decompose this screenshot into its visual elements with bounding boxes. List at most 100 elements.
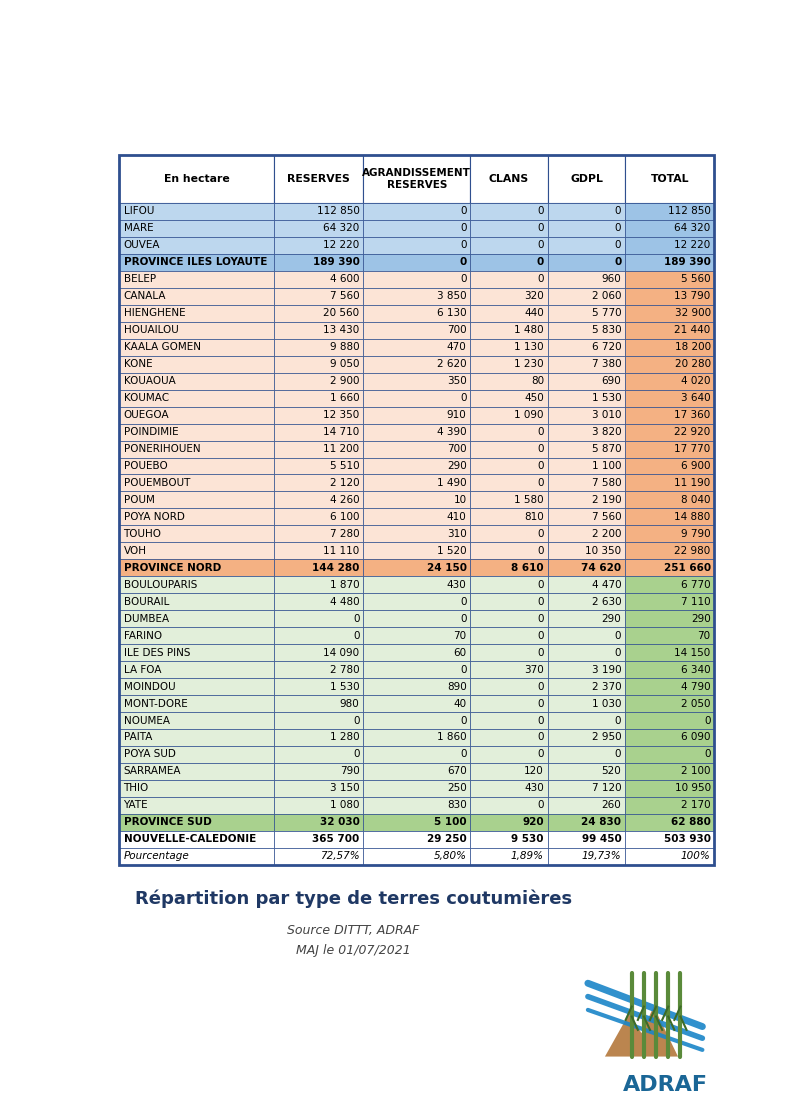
Text: 440: 440	[524, 308, 543, 318]
Text: SARRAMEA: SARRAMEA	[123, 767, 181, 777]
FancyBboxPatch shape	[547, 831, 624, 848]
FancyBboxPatch shape	[547, 729, 624, 745]
FancyBboxPatch shape	[119, 712, 273, 729]
FancyBboxPatch shape	[119, 220, 273, 237]
Text: 3 190: 3 190	[591, 664, 620, 674]
FancyBboxPatch shape	[119, 509, 273, 526]
Text: 74 620: 74 620	[581, 563, 620, 573]
Text: 1 100: 1 100	[591, 461, 620, 471]
FancyBboxPatch shape	[273, 814, 363, 831]
FancyBboxPatch shape	[363, 814, 470, 831]
Text: 14 710: 14 710	[323, 427, 359, 437]
FancyBboxPatch shape	[470, 288, 547, 304]
FancyBboxPatch shape	[273, 254, 363, 271]
Text: 2 620: 2 620	[436, 359, 466, 369]
Text: 0: 0	[537, 240, 543, 250]
Text: 1 530: 1 530	[329, 681, 359, 691]
FancyBboxPatch shape	[547, 339, 624, 356]
Text: 260: 260	[601, 800, 620, 810]
Text: 5 100: 5 100	[433, 818, 466, 828]
Text: 24 830: 24 830	[581, 818, 620, 828]
FancyBboxPatch shape	[273, 678, 363, 695]
FancyBboxPatch shape	[273, 848, 363, 864]
FancyBboxPatch shape	[363, 526, 470, 542]
FancyBboxPatch shape	[547, 254, 624, 271]
FancyBboxPatch shape	[624, 712, 714, 729]
FancyBboxPatch shape	[363, 644, 470, 661]
FancyBboxPatch shape	[624, 356, 714, 372]
Text: 189 390: 189 390	[312, 258, 359, 268]
Text: KOUMAC: KOUMAC	[123, 393, 169, 403]
FancyBboxPatch shape	[547, 237, 624, 254]
Text: DUMBEA: DUMBEA	[123, 613, 169, 623]
FancyBboxPatch shape	[470, 322, 547, 339]
FancyBboxPatch shape	[470, 814, 547, 831]
FancyBboxPatch shape	[273, 797, 363, 814]
FancyBboxPatch shape	[119, 339, 273, 356]
PathPatch shape	[604, 1007, 677, 1057]
Text: 20 560: 20 560	[323, 308, 359, 318]
FancyBboxPatch shape	[624, 154, 714, 203]
FancyBboxPatch shape	[273, 474, 363, 491]
Text: 8 610: 8 610	[511, 563, 543, 573]
FancyBboxPatch shape	[547, 407, 624, 423]
Text: PROVINCE SUD: PROVINCE SUD	[123, 818, 211, 828]
Text: 320: 320	[524, 291, 543, 301]
FancyBboxPatch shape	[119, 678, 273, 695]
FancyBboxPatch shape	[273, 237, 363, 254]
FancyBboxPatch shape	[273, 644, 363, 661]
Text: 0: 0	[460, 597, 466, 607]
FancyBboxPatch shape	[547, 288, 624, 304]
Text: 17 770: 17 770	[674, 444, 710, 454]
Text: 3 640: 3 640	[680, 393, 710, 403]
Text: 503 930: 503 930	[663, 834, 710, 844]
FancyBboxPatch shape	[273, 745, 363, 763]
FancyBboxPatch shape	[470, 745, 547, 763]
Text: 7 580: 7 580	[591, 478, 620, 488]
Text: 14 150: 14 150	[674, 648, 710, 658]
Text: 62 880: 62 880	[670, 818, 710, 828]
FancyBboxPatch shape	[547, 695, 624, 712]
Text: 2 900: 2 900	[329, 377, 359, 387]
FancyBboxPatch shape	[363, 831, 470, 848]
FancyBboxPatch shape	[119, 831, 273, 848]
FancyBboxPatch shape	[119, 542, 273, 559]
FancyBboxPatch shape	[470, 254, 547, 271]
Text: 670: 670	[446, 767, 466, 777]
Text: 0: 0	[537, 750, 543, 760]
FancyBboxPatch shape	[470, 220, 547, 237]
Text: 290: 290	[446, 461, 466, 471]
Text: 100%: 100%	[680, 851, 710, 861]
Text: HIENGHENE: HIENGHENE	[123, 308, 185, 318]
Text: 0: 0	[537, 631, 543, 641]
FancyBboxPatch shape	[624, 390, 714, 407]
Text: 700: 700	[446, 326, 466, 336]
Text: CLANS: CLANS	[488, 173, 529, 183]
Text: 910: 910	[446, 410, 466, 420]
FancyBboxPatch shape	[273, 628, 363, 644]
FancyBboxPatch shape	[547, 509, 624, 526]
Text: 0: 0	[537, 580, 543, 590]
FancyBboxPatch shape	[119, 154, 273, 203]
FancyBboxPatch shape	[119, 780, 273, 797]
Text: 2 190: 2 190	[591, 494, 620, 504]
Text: 790: 790	[339, 767, 359, 777]
Text: 4 020: 4 020	[680, 377, 710, 387]
Text: 40: 40	[453, 699, 466, 709]
Text: 11 110: 11 110	[323, 546, 359, 556]
FancyBboxPatch shape	[363, 797, 470, 814]
FancyBboxPatch shape	[363, 509, 470, 526]
FancyBboxPatch shape	[273, 304, 363, 322]
FancyBboxPatch shape	[624, 661, 714, 678]
Text: 430: 430	[446, 580, 466, 590]
FancyBboxPatch shape	[547, 644, 624, 661]
FancyBboxPatch shape	[470, 356, 547, 372]
FancyBboxPatch shape	[470, 695, 547, 712]
Text: 0: 0	[537, 613, 543, 623]
Text: 18 200: 18 200	[674, 342, 710, 352]
FancyBboxPatch shape	[470, 372, 547, 390]
Text: 0: 0	[537, 546, 543, 556]
Text: 12 350: 12 350	[323, 410, 359, 420]
Text: POYA SUD: POYA SUD	[123, 750, 175, 760]
FancyBboxPatch shape	[119, 458, 273, 474]
